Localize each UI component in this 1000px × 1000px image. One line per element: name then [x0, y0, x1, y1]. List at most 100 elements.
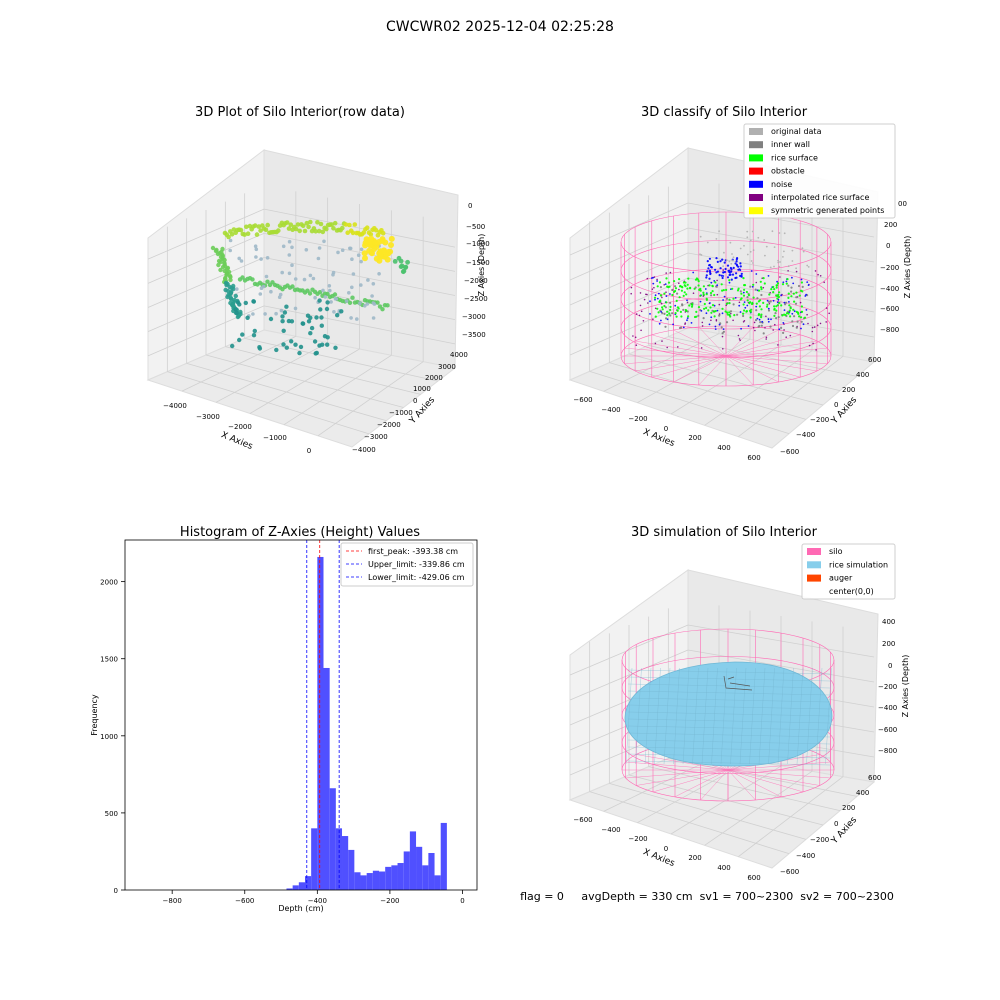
scatter-point	[373, 227, 379, 233]
scatter-point	[405, 259, 410, 265]
silo-floor-spoke	[725, 355, 801, 378]
scatter-point	[800, 327, 802, 330]
x-tick-label: −600	[235, 897, 254, 905]
panel2-y-tick-labels: 600 400 200 0 −200 −400 −600	[780, 356, 881, 456]
scatter-point	[368, 232, 374, 237]
scatter-point	[680, 289, 684, 292]
scatter-point	[746, 236, 749, 239]
scatter-point	[350, 257, 354, 262]
scatter-point	[732, 256, 735, 259]
scatter-point	[238, 227, 244, 233]
scatter-point	[327, 284, 332, 288]
scatter-point	[819, 322, 822, 325]
silo-floor-spoke	[725, 340, 817, 357]
scatter-point	[240, 275, 245, 280]
scatter-point	[759, 321, 762, 324]
scatter-point	[773, 288, 776, 291]
scatter-point	[311, 276, 316, 281]
surface-meshline	[711, 667, 718, 765]
scatter-point	[300, 321, 305, 326]
scatter-point	[797, 312, 800, 315]
scatter-point	[735, 258, 738, 261]
scatter-point	[777, 316, 780, 319]
scatter-point	[773, 305, 776, 308]
scatter-point	[240, 332, 245, 337]
panel4-x-tick: 0	[664, 845, 668, 853]
legend-swatch	[749, 194, 763, 201]
scatter-point	[707, 267, 710, 270]
scatter-point	[689, 286, 692, 289]
scatter-point	[703, 307, 706, 310]
panel4-x-tick: −200	[628, 835, 647, 843]
scatter-point	[772, 285, 775, 289]
scatter-point	[811, 326, 814, 329]
scatter-point	[708, 263, 712, 267]
scatter-point	[778, 232, 781, 234]
scatter-point	[710, 266, 714, 269]
scatter-point	[652, 318, 654, 321]
scatter-point	[719, 267, 722, 270]
scatter-point	[385, 303, 390, 308]
panel2-x-tick-labels: −600 −400 −200 0 200 400 600	[573, 396, 760, 462]
scatter-point	[782, 322, 785, 324]
scatter-point	[672, 323, 674, 326]
scatter-point	[694, 278, 698, 281]
scatter-point	[751, 230, 754, 233]
scatter-point	[679, 285, 682, 288]
legend-label: original data	[771, 127, 822, 136]
scatter-point	[287, 239, 292, 244]
panel2-title: 3D classify of Silo Interior	[641, 105, 808, 120]
scatter-point	[760, 308, 763, 311]
scatter-point	[388, 242, 394, 248]
scatter-point	[699, 300, 702, 303]
silo-floor-spoke	[651, 355, 727, 378]
scatter-point	[702, 293, 705, 296]
scatter-point	[739, 247, 742, 250]
scatter-point	[347, 222, 352, 228]
scatter-point	[675, 299, 678, 302]
scatter-point	[348, 246, 353, 251]
scatter-point	[762, 277, 765, 280]
scatter-point	[721, 258, 724, 261]
scatter-point	[258, 292, 263, 296]
scatter-point	[735, 260, 738, 263]
surface-meshline	[749, 667, 756, 765]
scatter-point	[690, 322, 693, 324]
scatter-point	[739, 265, 742, 268]
scatter-point	[678, 282, 680, 285]
scatter-point	[239, 259, 244, 263]
scatter-point	[664, 283, 667, 285]
scatter-point	[758, 318, 761, 321]
scatter-point	[371, 301, 376, 305]
scatter-point	[732, 266, 735, 269]
panel2-z-top-tick: 00	[898, 200, 907, 208]
scatter-point	[742, 291, 745, 294]
scatter-point	[686, 283, 689, 286]
scatter-point	[751, 285, 754, 288]
silo-floor-spoke	[635, 340, 727, 357]
scatter-point	[713, 315, 716, 318]
scatter-point	[767, 300, 771, 304]
scatter-point	[323, 295, 328, 299]
surface-meshline	[627, 669, 831, 675]
panel1-x-tick: −2000	[228, 423, 252, 431]
panel2-z-tick: −400	[880, 285, 899, 293]
scatter-point	[769, 266, 772, 269]
scatter-point	[716, 284, 719, 287]
scatter-point	[765, 315, 767, 318]
scatter-point	[777, 261, 780, 264]
scatter-point	[708, 257, 712, 260]
scatter-point	[779, 276, 781, 278]
scatter-point	[359, 247, 364, 252]
panel4-z-tick: 0	[888, 662, 892, 670]
histogram-legend-rows: first_peak: -393.38 cm Upper_limit: -339.…	[346, 547, 465, 582]
scatter-point	[805, 293, 807, 296]
scatter-point	[787, 270, 789, 272]
silo-floor-spoke	[635, 355, 727, 372]
scatter-point	[329, 222, 335, 227]
scatter-point	[663, 292, 666, 295]
surface-meshline	[787, 667, 794, 765]
panel1-z-axis-label: Z Axies (Depth)	[477, 234, 486, 297]
scatter-point	[234, 310, 239, 315]
scatter-point	[697, 280, 700, 283]
